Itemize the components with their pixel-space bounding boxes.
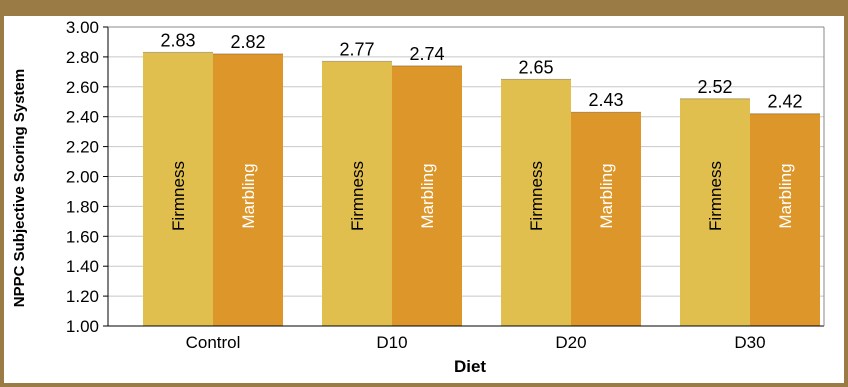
value-label-marbling-d10: 2.74 xyxy=(409,44,444,64)
bar-firmness-d30 xyxy=(680,98,750,326)
value-label-firmness-control: 2.83 xyxy=(160,30,195,50)
value-label-firmness-d30: 2.52 xyxy=(697,77,732,97)
y-tick-labels: 1.00 1.20 1.40 1.60 1.80 2.00 2.20 2.40 2.60 2.80… xyxy=(66,18,99,336)
y-axis-title: NPPC Subjective Scoring System xyxy=(11,69,28,307)
x-tick-label-control: Control xyxy=(186,333,241,352)
y-tick-label: 1.80 xyxy=(66,197,99,216)
y-tick-label: 1.60 xyxy=(66,227,99,246)
right-frame-border xyxy=(844,16,848,387)
bar-firmness-d20 xyxy=(501,79,571,326)
bottom-frame-border xyxy=(0,383,848,387)
bar-firmness-d10 xyxy=(322,61,392,326)
value-label-marbling-d20: 2.43 xyxy=(588,90,623,110)
value-label-firmness-d10: 2.77 xyxy=(339,39,374,59)
y-tick-label: 1.40 xyxy=(66,257,99,276)
value-label-marbling-control: 2.82 xyxy=(230,32,265,52)
series-label-marbling-d30: Marbling xyxy=(776,163,795,228)
x-tick-label-d10: D10 xyxy=(376,333,407,352)
series-label-marbling-d20: Marbling xyxy=(597,163,616,228)
y-tick-label: 2.00 xyxy=(66,168,99,187)
x-tick-label-d20: D20 xyxy=(555,333,586,352)
series-label-firmness-d10: Firmness xyxy=(348,161,367,231)
x-axis-title: Diet xyxy=(454,357,486,376)
bar-firmness-control xyxy=(143,52,213,326)
series-label-firmness-control: Firmness xyxy=(169,161,188,231)
value-label-firmness-d20: 2.65 xyxy=(518,57,553,77)
y-tick-label: 2.60 xyxy=(66,78,99,97)
bar-marbling-d30 xyxy=(750,113,820,327)
bar-marbling-d10 xyxy=(392,65,462,327)
left-frame-border xyxy=(0,16,4,387)
y-tick-label: 1.00 xyxy=(66,317,99,336)
bar-marbling-d20 xyxy=(571,112,641,326)
y-tick-label: 2.40 xyxy=(66,108,99,127)
series-label-marbling-d10: Marbling xyxy=(418,163,437,228)
y-tick-label: 3.00 xyxy=(66,18,99,37)
series-label-firmness-d30: Firmness xyxy=(706,161,725,231)
value-label-marbling-d30: 2.42 xyxy=(767,92,802,112)
y-tick-label: 1.20 xyxy=(66,287,99,306)
series-label-marbling-control: Marbling xyxy=(239,163,258,228)
x-tick-labels: Control D10 D20 D30 xyxy=(186,333,766,352)
top-frame-bar xyxy=(0,0,848,16)
data-labels: 2.83 Firmness 2.82 Marbling 2.77 Firmness 2.74… xyxy=(160,30,802,231)
y-tick-label: 2.80 xyxy=(66,48,99,67)
series-label-firmness-d20: Firmness xyxy=(527,161,546,231)
x-tick-label-d30: D30 xyxy=(734,333,765,352)
bar-marbling-control xyxy=(213,53,283,326)
bars xyxy=(143,51,820,327)
y-tick-label: 2.20 xyxy=(66,138,99,157)
axes xyxy=(107,26,825,327)
